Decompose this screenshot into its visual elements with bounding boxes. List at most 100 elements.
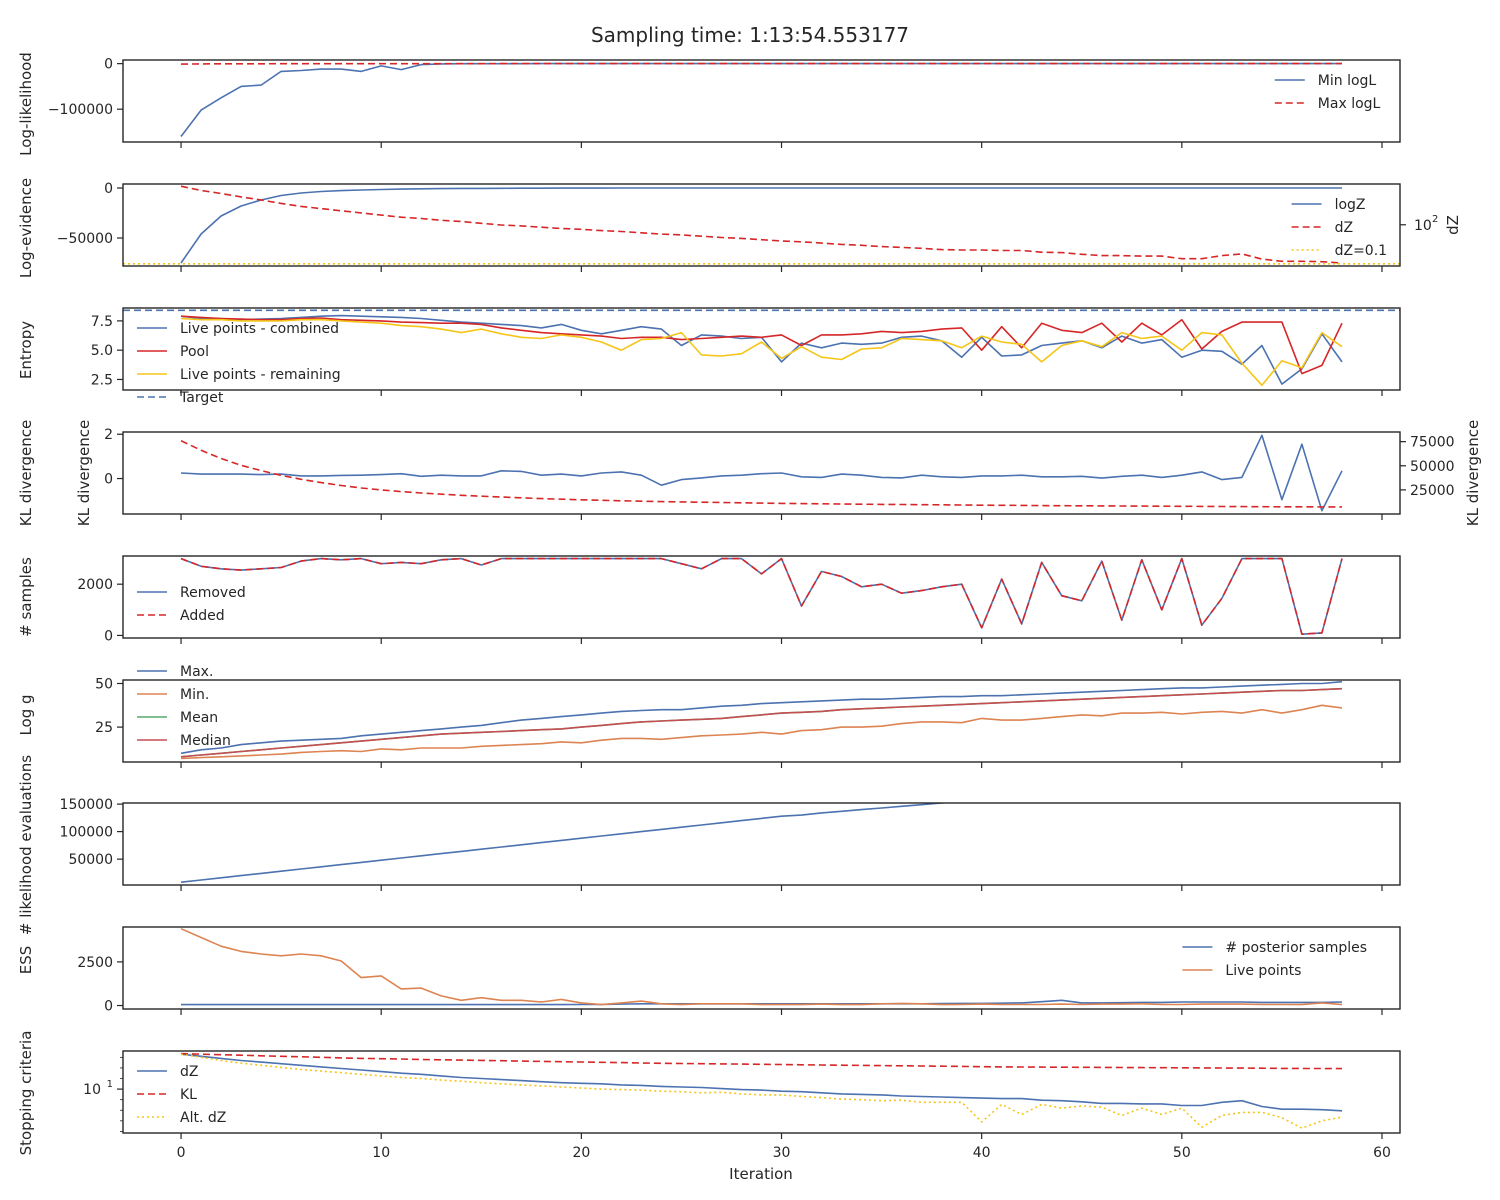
right-y-tick-label: 50000 xyxy=(1410,459,1455,475)
panels-group: 0 −100000 Log-likelihood Min logL Max logL 0 −… xyxy=(17,52,1482,1161)
panel-frame xyxy=(122,555,1401,639)
right-y-axis-label: KL divergence xyxy=(1464,420,1482,526)
panel-5: 2000 0 # samples Removed Added xyxy=(17,555,1401,644)
y-tick-label: 0 xyxy=(104,472,113,488)
y-tick-label: 2500 xyxy=(77,955,113,971)
panel-8: 2500 0 ESS # posterior samples Live points xyxy=(17,926,1401,1015)
legend-label: Live points - combined xyxy=(180,321,339,337)
y-tick-label: 10 xyxy=(83,1082,101,1098)
series-line-1 xyxy=(180,62,1342,137)
plot-area xyxy=(180,434,1343,512)
panel-frame xyxy=(122,679,1401,763)
series-line-1 xyxy=(180,1053,1343,1112)
series-line-1 xyxy=(180,187,1342,264)
legend-label: dZ xyxy=(180,1064,198,1080)
right-y-tick-label: 25000 xyxy=(1410,483,1455,499)
panel-frame xyxy=(122,59,1401,143)
y-tick-label: 25 xyxy=(95,720,113,736)
legend-label: Max. xyxy=(180,664,213,680)
plot-area xyxy=(123,185,1400,265)
figure-title: Sampling time: 1:13:54.553177 xyxy=(591,23,909,47)
legend-label: dZ=0.1 xyxy=(1335,243,1387,259)
panel-4: 2 0 75000 50000 25000 KL divergence KL diverge… xyxy=(17,420,1482,526)
x-tick-label: 10 xyxy=(372,1145,390,1161)
legend-label: Removed xyxy=(180,585,246,601)
legend-label: dZ xyxy=(1335,220,1353,236)
series-line-2 xyxy=(180,62,1342,65)
y-tick-label: 0 xyxy=(104,57,113,73)
legend-label: Min logL xyxy=(1318,73,1377,89)
panel-7: 150000 100000 50000 # likelihood evaluation… xyxy=(17,755,1401,935)
legend-label: KL xyxy=(180,1087,197,1103)
y-tick-label: 2000 xyxy=(77,577,113,593)
legend-label: Pool xyxy=(180,344,209,360)
series-line-2 xyxy=(180,704,1343,760)
x-tick-label: 60 xyxy=(1373,1145,1391,1161)
legend-label: Max logL xyxy=(1318,96,1381,112)
y-axis-label: # likelihood evaluations xyxy=(17,755,35,935)
series-line-1 xyxy=(180,680,1343,755)
y-tick-label: −50000 xyxy=(57,231,113,247)
legend-label: Mean xyxy=(180,710,218,726)
plot-area xyxy=(180,62,1342,137)
legend-label: Alt. dZ xyxy=(180,1110,226,1126)
y-tick-label: 50 xyxy=(95,676,113,692)
panel-6: 50 25 Log g Max. Min. Mean Median xyxy=(17,664,1401,768)
y-tick-label: −100000 xyxy=(48,102,113,118)
legend-label: Target xyxy=(179,390,224,406)
y-tick-label: 2.5 xyxy=(91,372,113,388)
y-tick-label: 2 xyxy=(104,427,113,443)
plot-area xyxy=(180,1052,1343,1129)
y-tick-label: 50000 xyxy=(68,852,113,868)
y-axis-label: KL divergence xyxy=(17,420,35,526)
right-y-tick-label: 10 xyxy=(1414,218,1432,234)
panel-frame xyxy=(122,926,1401,1010)
y-tick-label: 0 xyxy=(104,628,113,644)
y-tick-label: 150000 xyxy=(60,797,113,813)
series-line-3 xyxy=(180,317,1343,387)
series-line-1 xyxy=(180,314,1343,385)
legend-label: logZ xyxy=(1335,197,1366,213)
series-line-2 xyxy=(180,185,1343,264)
y-axis-label: # samples xyxy=(17,557,35,637)
x-tick-label: 20 xyxy=(572,1145,590,1161)
y-axis-label: ESS xyxy=(17,946,35,975)
y-tick-label: 100000 xyxy=(60,825,113,841)
y-tick-label: 5.0 xyxy=(91,343,113,359)
legend-label: Live points - remaining xyxy=(180,367,341,383)
panel-frame xyxy=(122,431,1401,515)
y-tick-exponent: 1 xyxy=(107,1079,113,1090)
series-line-1 xyxy=(180,803,952,883)
plot-area xyxy=(180,680,1343,760)
y-axis-label: Log g xyxy=(17,694,35,735)
y-tick-label: 7.5 xyxy=(91,314,113,330)
plot-area xyxy=(180,927,1343,1006)
y-tick-label: 0 xyxy=(104,999,113,1015)
series-line-2 xyxy=(180,315,1343,375)
panel-frame xyxy=(122,307,1401,391)
series-line-1 xyxy=(180,434,1343,512)
x-tick-label: 50 xyxy=(1173,1145,1191,1161)
legend-label: Live points xyxy=(1225,963,1301,979)
series-line-2 xyxy=(180,439,1342,508)
right-y-axis-label: dZ xyxy=(1444,215,1462,235)
panel-1: 0 −100000 Log-likelihood Min logL Max logL xyxy=(17,52,1401,156)
series-line-2 xyxy=(180,1052,1343,1070)
panel-frame xyxy=(122,183,1401,267)
series-line-4 xyxy=(180,687,1343,758)
x-tick-label: 0 xyxy=(177,1145,186,1161)
x-tick-label: 40 xyxy=(973,1145,991,1161)
legend-label: Min. xyxy=(180,687,209,703)
panel-frame xyxy=(122,1050,1401,1134)
y-axis-label: Log-evidence xyxy=(17,178,35,278)
plot-area xyxy=(180,803,952,883)
x-axis-label: Iteration xyxy=(729,1165,793,1183)
panel-3: 7.5 5.0 2.5 Entropy Live points - combined Po… xyxy=(17,307,1401,406)
panel-2: 0 −50000 10 2 Log-evidence dZ logZ dZ dZ=0.1 xyxy=(17,178,1462,278)
legend-label: # posterior samples xyxy=(1225,940,1367,956)
x-tick-label: 30 xyxy=(773,1145,791,1161)
legend-label: Added xyxy=(180,608,225,624)
y-axis-label: Log-likelihood xyxy=(17,52,35,156)
y-axis-label: Entropy xyxy=(17,321,35,379)
